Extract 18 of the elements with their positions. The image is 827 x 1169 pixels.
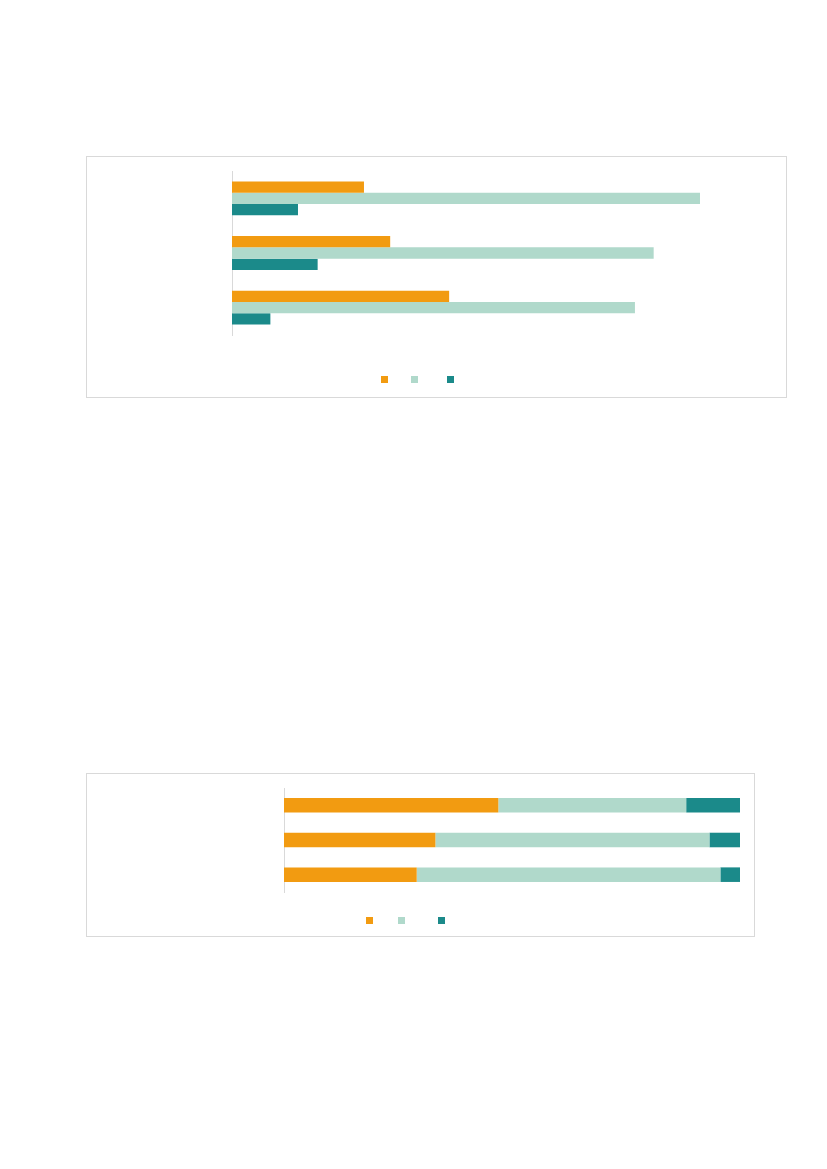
bar bbox=[709, 832, 740, 848]
bar bbox=[232, 203, 298, 216]
bar bbox=[232, 290, 450, 303]
bar bbox=[720, 867, 740, 882]
bar bbox=[232, 247, 654, 259]
bar bbox=[232, 192, 700, 204]
bar bbox=[232, 258, 318, 270]
bar bbox=[232, 302, 635, 314]
bar bbox=[284, 867, 417, 882]
bar bbox=[284, 832, 436, 848]
bar bbox=[435, 832, 710, 848]
bar bbox=[498, 798, 687, 813]
bar bbox=[232, 313, 271, 325]
bar bbox=[232, 236, 391, 248]
bar bbox=[284, 798, 499, 813]
bar bbox=[416, 867, 721, 882]
bar bbox=[686, 798, 740, 813]
bar bbox=[232, 181, 364, 193]
